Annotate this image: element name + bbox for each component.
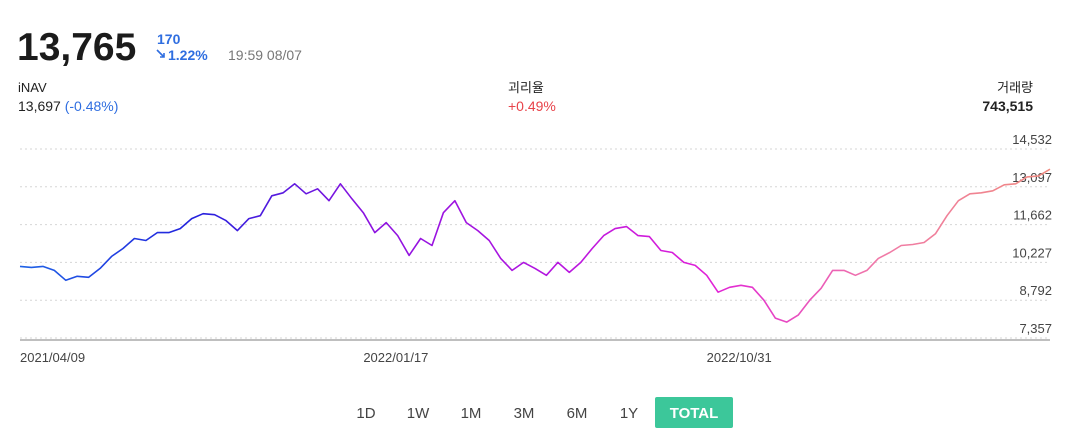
period-label: 1Y <box>620 405 638 422</box>
down-arrow-icon <box>156 49 165 58</box>
period-label: 6M <box>567 405 588 422</box>
change: 170 <box>157 31 181 47</box>
period-label: 1M <box>461 405 482 422</box>
inav-value: 13,697 <box>18 98 61 114</box>
period-label: TOTAL <box>670 405 719 422</box>
x-tick-label: 2022/01/17 <box>363 350 428 365</box>
timestamp: 19:59 08/07 <box>228 47 302 63</box>
period-label: 3M <box>514 405 535 422</box>
y-tick-label: 10,227 <box>1012 245 1052 260</box>
y-tick-label: 8,792 <box>1019 283 1052 298</box>
stat-value: 13,697 (-0.48%) <box>18 98 118 114</box>
price-line <box>19 168 1051 323</box>
period-label: 1W <box>407 405 430 422</box>
active-tab-bg <box>655 397 733 428</box>
period-tab[interactable]: 1Y <box>620 405 638 422</box>
stat-value: +0.49% <box>508 98 556 114</box>
period-tab[interactable]: 1D <box>356 405 375 422</box>
stat-value: 743,515 <box>982 98 1033 114</box>
change-rate: 1.22% <box>168 47 208 63</box>
y-tick-label: 7,357 <box>1019 321 1052 336</box>
y-tick-label: 14,532 <box>1012 132 1052 147</box>
chart: 7,3578,79210,22711,66213,09714,5322021/0… <box>19 132 1052 365</box>
period-tab[interactable]: 3M <box>514 405 535 422</box>
period-tab[interactable]: 1W <box>407 405 430 422</box>
period-tabs: 1D 1W 1M 3M 6M 1Y TOTAL <box>356 397 733 428</box>
inav-change: (-0.48%) <box>65 98 119 114</box>
period-tab[interactable]: 6M <box>567 405 588 422</box>
stat-label: iNAV <box>18 80 47 95</box>
stat-label: 거래량 <box>997 80 1033 95</box>
stat-label: 괴리율 <box>508 80 544 95</box>
price: 13,765 <box>17 26 136 69</box>
period-tab[interactable]: TOTAL <box>655 397 733 428</box>
y-tick-label: 11,662 <box>1013 208 1052 223</box>
x-tick-label: 2022/10/31 <box>707 350 772 365</box>
period-tab[interactable]: 1M <box>461 405 482 422</box>
x-tick-label: 2021/04/09 <box>20 350 85 365</box>
period-label: 1D <box>356 405 375 422</box>
